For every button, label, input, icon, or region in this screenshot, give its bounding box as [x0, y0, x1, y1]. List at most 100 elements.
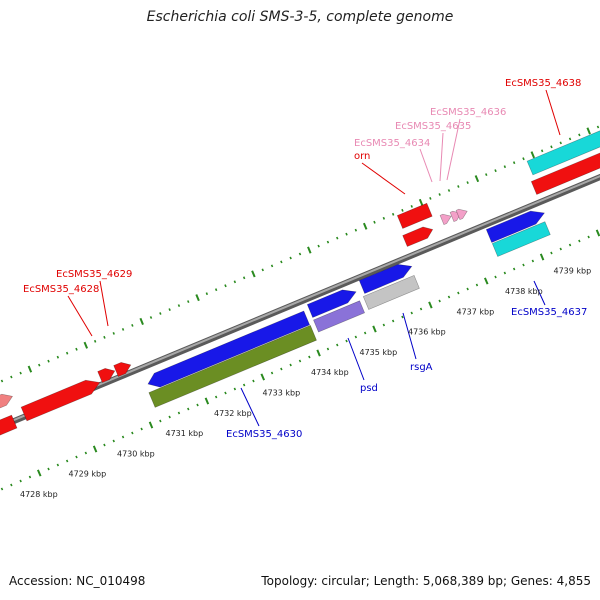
gene-gray [362, 275, 420, 310]
outer-tick-track [0, 125, 600, 383]
inner-tick [92, 445, 98, 453]
gene-psd [313, 300, 365, 333]
inner-tick [336, 343, 339, 347]
inner-tick [494, 275, 497, 279]
inner-tick [131, 431, 134, 435]
outer-tick [540, 149, 544, 153]
outer-tick [373, 220, 376, 224]
scale-label: 4735 kbp [360, 348, 398, 357]
outer-tick [429, 196, 432, 200]
gene-ecsms35-4634 [439, 213, 452, 225]
outer-tick [578, 133, 581, 137]
outer-tick [75, 347, 78, 351]
outer-tick [401, 208, 404, 212]
gene-ecsms35-4629-part1 [97, 368, 116, 383]
scale-label: 4730 kbp [117, 449, 155, 458]
label-ecsms35-4629-leader [99, 280, 109, 327]
gene-blue-rsga [358, 264, 413, 294]
inner-tick [438, 299, 441, 303]
label-ecsms35-4629: EcSMS35_4629 [56, 269, 132, 280]
inner-tick [159, 419, 162, 423]
inner-tick [168, 415, 171, 419]
outer-tick [457, 185, 460, 188]
inner-tick [503, 271, 507, 275]
label-ecsms35-4630: EcSMS35_4630 [226, 429, 302, 440]
outer-tick [345, 232, 348, 236]
inner-tick [410, 311, 413, 315]
inner-tick-track [0, 229, 600, 491]
outer-tick [56, 355, 60, 359]
gene-red-upper [396, 202, 433, 229]
inner-tick [316, 349, 321, 357]
gene-blue-small [306, 289, 357, 318]
inner-tick [298, 359, 302, 363]
outer-tick [466, 181, 469, 185]
inner-tick [466, 287, 469, 291]
outer-tick [494, 169, 497, 173]
label-orn: orn [354, 151, 370, 162]
label-ecsms35-4634-leader [419, 148, 433, 183]
inner-tick [204, 397, 210, 405]
inner-tick [233, 387, 237, 391]
outer-tick [559, 141, 562, 145]
outer-tick [159, 312, 162, 315]
gene-ecsms35-4630 [148, 325, 317, 408]
outer-tick [438, 193, 441, 196]
outer-tick [214, 288, 218, 292]
inner-tick [587, 235, 590, 239]
outer-tick [550, 145, 553, 149]
outer-tick [362, 222, 368, 230]
gene-large-blue [147, 310, 310, 388]
inner-tick [36, 469, 42, 477]
outer-tick [503, 165, 507, 169]
outer-tick [512, 161, 516, 165]
outer-tick [596, 125, 600, 129]
inner-tick [401, 315, 404, 319]
inner-tick [391, 319, 395, 323]
inner-tick [187, 407, 190, 411]
outer-tick [307, 246, 312, 254]
inner-tick [447, 295, 451, 299]
inner-tick [177, 411, 181, 415]
outer-tick [10, 375, 13, 379]
outer-tick [485, 173, 488, 177]
inner-tick [56, 463, 60, 467]
inner-tick [214, 395, 218, 399]
outer-tick [270, 264, 274, 268]
gene-ecsms35-4637 [491, 221, 551, 257]
outer-tick [187, 300, 190, 304]
outer-tick [382, 216, 386, 220]
inner-tick [578, 239, 581, 243]
inner-tick [148, 421, 154, 429]
scale-label: 4739 kbp [554, 267, 592, 276]
scale-label: 4734 kbp [311, 368, 349, 377]
scale-label: 4732 kbp [214, 409, 252, 418]
label-ecsms35-4638: EcSMS35_4638 [505, 78, 581, 89]
label-ecsms35-4635-leader [439, 132, 444, 182]
outer-tick [19, 371, 22, 375]
outer-tick [298, 252, 302, 256]
scale-label: 4737 kbp [457, 307, 495, 316]
outer-tick [474, 175, 480, 183]
gene-red-right-edge [530, 152, 600, 195]
outer-tick [177, 304, 181, 308]
inner-tick [270, 371, 274, 375]
outer-tick [418, 198, 424, 206]
inner-tick [522, 263, 525, 267]
label-ecsms35-4637-leader [533, 280, 546, 306]
label-ecsms35-4638-leader [545, 89, 561, 136]
gene-ecsms35-4629-part2 [113, 362, 132, 377]
inner-tick [308, 355, 311, 359]
label-rsga-leader [402, 312, 417, 360]
scale-label: 4733 kbp [263, 389, 301, 398]
label-ecsms35-4636-leader [446, 118, 461, 181]
gene-features [0, 130, 600, 436]
inner-tick [103, 443, 106, 447]
gene-red-left-edge [0, 414, 18, 436]
outer-tick [391, 212, 395, 216]
scale-labels: 4728 kbp 4729 kbp 4730 kbp 4731 kbp 4732 kbp… [20, 267, 591, 499]
outer-tick [522, 157, 525, 161]
inner-tick [260, 373, 266, 381]
inner-tick [47, 467, 50, 471]
